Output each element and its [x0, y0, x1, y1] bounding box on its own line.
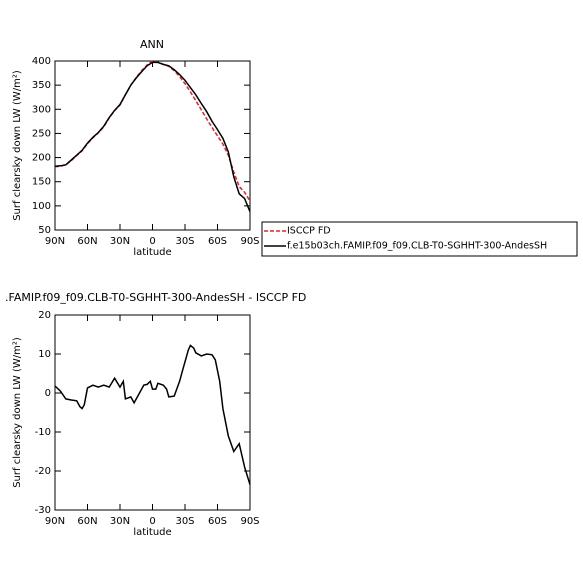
y-tick-label: -20 — [35, 466, 51, 477]
y-tick-label: 0 — [45, 388, 51, 399]
y-axis-label: Surf clearsky down LW (W/m²) — [12, 70, 23, 221]
y-tick-label: 50 — [38, 225, 51, 236]
x-tick-label: 30S — [175, 236, 194, 247]
x-tick-label: 90S — [240, 516, 259, 527]
legend-label: f.e15b03ch.FAMIP.f09_f09.CLB-T0-SGHHT-30… — [287, 241, 547, 252]
y-tick-label: 150 — [32, 177, 51, 188]
y-tick-label: 350 — [32, 80, 51, 91]
data-line — [54, 344, 251, 485]
x-tick-label: 60S — [208, 516, 227, 527]
x-axis-label: latitude — [133, 247, 171, 258]
y-tick-label: 20 — [38, 310, 51, 321]
data-line — [54, 61, 251, 212]
x-tick-label: 60S — [208, 236, 227, 247]
x-tick-label: 30S — [175, 516, 194, 527]
y-axis-label: Surf clearsky down LW (W/m²) — [12, 337, 23, 488]
y-tick-label: 250 — [32, 128, 51, 139]
chart-title: ANN — [140, 38, 164, 51]
x-tick-label: 90N — [45, 516, 65, 527]
y-tick-label: -30 — [35, 505, 51, 516]
x-tick-label: 90S — [240, 236, 259, 247]
chart-title: .FAMIP.f09_f09.CLB-T0-SGHHT-300-AndesSH … — [5, 291, 306, 304]
x-tick-label: 60N — [77, 236, 97, 247]
x-tick-label: 0 — [149, 236, 155, 247]
x-tick-label: 60N — [77, 516, 97, 527]
x-tick-label: 30N — [110, 516, 130, 527]
y-tick-label: 400 — [32, 56, 51, 67]
y-tick-label: 10 — [38, 349, 51, 360]
y-tick-label: 300 — [32, 104, 51, 115]
plot-frame — [54, 314, 251, 511]
y-tick-label: 100 — [32, 201, 51, 212]
plot-frame — [54, 60, 251, 231]
x-tick-label: 0 — [149, 516, 155, 527]
y-tick-label: -10 — [35, 427, 51, 438]
legend-box — [261, 221, 578, 257]
data-line — [54, 60, 251, 202]
x-axis-label: latitude — [133, 527, 171, 538]
x-tick-label: 90N — [45, 236, 65, 247]
x-tick-label: 30N — [110, 236, 130, 247]
legend-label: ISCCP FD — [287, 226, 331, 237]
y-tick-label: 200 — [32, 153, 51, 164]
